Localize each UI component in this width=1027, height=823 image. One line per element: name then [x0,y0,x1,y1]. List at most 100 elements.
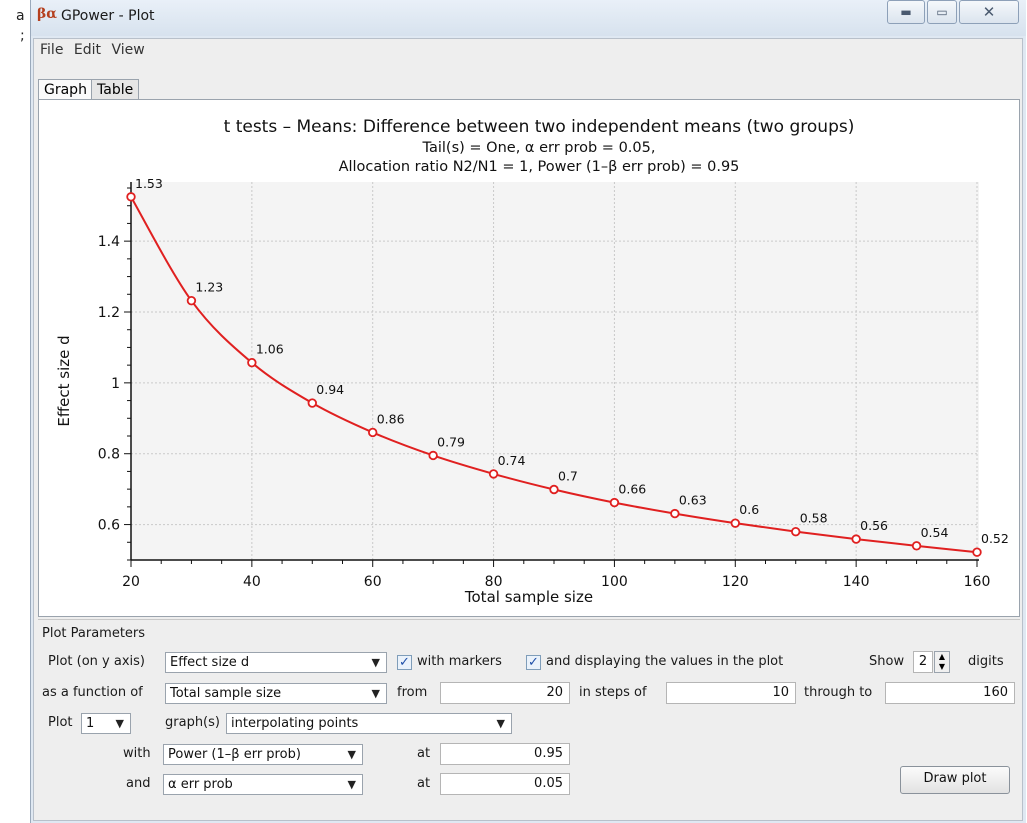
minimize-button[interactable]: ▬ [887,0,925,24]
and-parameter-select-value: α err prob [168,777,233,792]
with-markers-checkbox[interactable]: ✓ [397,655,412,670]
y-tick-label: 1 [111,376,120,392]
chart-subtitle-1: Tail(s) = One, α err prob = 0.05, [422,140,656,156]
x-tick-label: 80 [485,574,503,590]
display-values-label: and displaying the values in the plot [546,654,784,669]
data-value-label: 0.52 [981,531,1009,546]
steps-label: in steps of [579,685,647,700]
graphs-label: graph(s) [165,715,220,730]
x-tick-label: 140 [843,574,870,590]
data-point-marker [609,497,620,508]
data-point-marker [126,192,136,202]
at-label: at [417,746,431,761]
x-axis-select-value: Total sample size [170,686,282,701]
x-axis-select[interactable]: Total sample size ▼ [165,683,387,704]
x-tick-labels: 20 40 60 80 100 120 140 160 [122,574,990,590]
data-point-marker [670,508,680,519]
data-value-labels: 1.53 1.23 1.06 0.94 0.86 0.79 0.74 0.7 0.66 0.63 0… [135,176,1009,546]
graph-count-select[interactable]: 1 ▼ [81,713,131,734]
from-label: from [397,685,428,700]
chevron-down-icon: ▼ [347,748,356,761]
chart-subtitle-2: Allocation ratio N2/N1 = 1, Power (1–β e… [339,159,740,175]
data-point-marker [972,547,982,557]
chevron-down-icon: ▼ [347,778,356,791]
x-tick-label: 40 [243,574,261,590]
chevron-down-icon: ▼ [496,717,505,730]
through-label: through to [804,685,873,700]
axes [124,182,979,567]
data-point-marker [851,534,861,544]
with-parameter-select[interactable]: Power (1–β err prob) ▼ [163,744,363,765]
effect-size-chart: t tests – Means: Difference between two … [55,117,1009,606]
and-parameter-select[interactable]: α err prob ▼ [163,774,363,795]
data-value-label: 0.7 [558,468,578,483]
chart-title: t tests – Means: Difference between two … [224,117,855,137]
data-point-marker [307,398,317,408]
data-value-label: 1.53 [135,176,163,191]
y-tick-labels: 0.6 0.8 1 1.2 1.4 [98,234,120,533]
menu-view[interactable]: View [111,42,145,58]
data-value-label: 0.79 [437,434,465,449]
data-point-marker [549,484,559,495]
desktop-background: a ; [0,0,30,823]
x-tick-label: 120 [722,574,749,590]
plot-parameters-panel: Plot Parameters Plot (on y axis) Effect … [38,619,1020,818]
plot-y-axis-label: Plot (on y axis) [48,654,145,669]
data-point-marker [911,541,922,551]
at-label: at [417,776,431,791]
y-tick-label: 0.6 [98,518,120,534]
background-text: a [16,8,25,24]
gpower-plot-window: βα GPower - Plot ▬ ▭ ✕ File Edit View Gr… [30,0,1026,823]
data-value-label: 1.23 [195,280,223,295]
tab-graph[interactable]: Graph [38,79,93,99]
menu-file[interactable]: File [40,42,64,58]
x-tick-label: 60 [364,574,382,590]
from-input[interactable]: 20 [440,682,570,704]
y-tick-label: 1.4 [98,234,120,250]
data-value-label: 0.63 [679,493,707,508]
data-point-marker [247,357,257,368]
data-value-label: 0.6 [739,502,759,517]
digits-spinner-value[interactable]: 2 [913,651,933,673]
graph-panel: t tests – Means: Difference between two … [38,99,1020,617]
draw-plot-button[interactable]: Draw plot [900,766,1010,794]
show-digits-label: Show [869,654,905,669]
chevron-down-icon: ▼ [115,717,124,730]
y-axis-select-value: Effect size d [170,655,250,670]
chevron-down-icon: ▼ [371,687,380,700]
and-label: and [126,776,151,791]
display-values-checkbox[interactable]: ✓ [526,655,541,670]
data-value-label: 1.06 [256,342,284,357]
data-point-marker [368,427,378,438]
tab-table[interactable]: Table [91,79,140,99]
graph-count-select-value: 1 [86,716,95,731]
digits-label: digits [968,654,1004,669]
menu-bar: File Edit View [40,42,151,58]
x-tick-label: 20 [122,574,140,590]
x-axis-label: Total sample size [464,588,593,606]
alpha-input[interactable]: 0.05 [440,773,570,795]
data-value-label: 0.54 [921,525,949,540]
background-text: ; [20,28,25,44]
data-value-label: 0.66 [618,482,646,497]
plot-count-label: Plot [48,715,73,730]
y-axis-select[interactable]: Effect size d ▼ [165,652,387,673]
data-value-label: 0.94 [316,382,344,397]
steps-input[interactable]: 10 [666,682,796,704]
data-value-label: 0.56 [860,518,888,533]
power-input[interactable]: 0.95 [440,743,570,765]
interpolation-select[interactable]: interpolating points ▼ [226,713,512,734]
plot-parameters-heading: Plot Parameters [42,626,146,641]
data-markers [126,192,982,557]
gpower-app-icon: βα [37,6,58,22]
through-input[interactable]: 160 [885,682,1015,704]
menu-edit[interactable]: Edit [73,42,102,58]
data-value-label: 0.86 [377,411,405,426]
digits-spinner-arrows[interactable]: ▲ ▼ [934,651,950,673]
close-button[interactable]: ✕ [959,0,1019,24]
maximize-button[interactable]: ▭ [927,0,957,24]
data-point-marker [488,469,499,479]
title-bar[interactable]: βα GPower - Plot ▬ ▭ ✕ [31,0,1026,36]
interpolation-select-value: interpolating points [231,716,359,731]
x-tick-label: 160 [964,574,991,590]
